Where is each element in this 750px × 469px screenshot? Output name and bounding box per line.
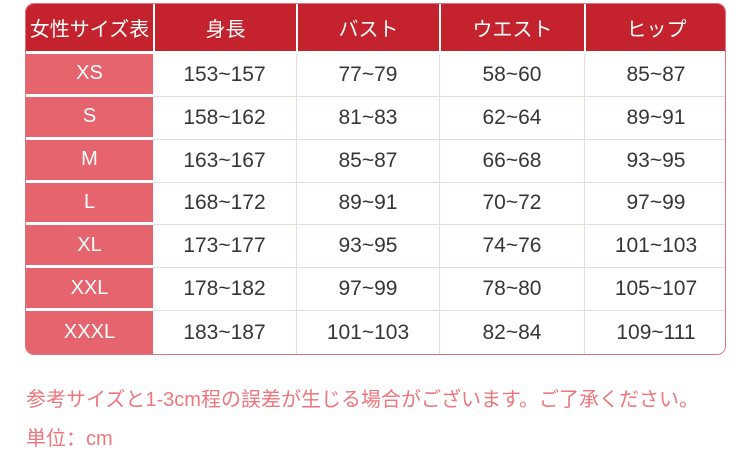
note-tolerance: 参考サイズと1-3cm程の誤差が生じる場合がございます。ご了承ください。 <box>26 389 699 411</box>
data-cell: 178~182 <box>153 268 296 312</box>
data-cell: 89~91 <box>296 182 439 226</box>
data-cell: 85~87 <box>584 54 725 97</box>
size-label-cell-l: L <box>26 182 153 226</box>
data-cell: 77~79 <box>296 54 439 97</box>
data-cell: 93~95 <box>296 225 439 269</box>
data-cell: 153~157 <box>153 54 296 97</box>
data-cell: 74~76 <box>439 225 584 269</box>
data-cell: 168~172 <box>153 182 296 226</box>
data-cell: 183~187 <box>153 311 296 354</box>
data-cell: 62~64 <box>439 96 584 140</box>
data-cell: 105~107 <box>584 268 725 312</box>
size-label-cell-xxxl: XXXL <box>26 311 153 354</box>
data-cell: 66~68 <box>439 139 584 183</box>
data-cell: 97~99 <box>296 268 439 312</box>
data-cell: 109~111 <box>584 311 725 354</box>
header-cell-size-title: 女性サイズ表 <box>26 4 153 54</box>
header-cell-hip: ヒップ <box>584 4 725 54</box>
data-cell: 101~103 <box>296 311 439 354</box>
note-unit: 単位：cm <box>26 428 113 450</box>
size-label-cell-s: S <box>26 96 153 140</box>
women-size-table: 女性サイズ表 身長 バスト ウエスト ヒップ XS 153~157 77~79 … <box>25 3 726 355</box>
size-label-cell-xs: XS <box>26 54 153 97</box>
data-cell: 81~83 <box>296 96 439 140</box>
data-cell: 158~162 <box>153 96 296 140</box>
size-label-cell-m: M <box>26 139 153 183</box>
data-cell: 70~72 <box>439 182 584 226</box>
size-label-cell-xxl: XXL <box>26 268 153 312</box>
header-cell-bust: バスト <box>296 4 439 54</box>
data-cell: 58~60 <box>439 54 584 97</box>
size-label-cell-xl: XL <box>26 225 153 269</box>
data-cell: 97~99 <box>584 182 725 226</box>
data-cell: 82~84 <box>439 311 584 354</box>
data-cell: 85~87 <box>296 139 439 183</box>
data-cell: 163~167 <box>153 139 296 183</box>
data-cell: 93~95 <box>584 139 725 183</box>
data-cell: 78~80 <box>439 268 584 312</box>
data-cell: 173~177 <box>153 225 296 269</box>
data-cell: 89~91 <box>584 96 725 140</box>
header-cell-height: 身長 <box>153 4 296 54</box>
header-cell-waist: ウエスト <box>439 4 584 54</box>
size-notes: 参考サイズと1-3cm程の誤差が生じる場合がございます。ご了承ください。 単位：… <box>26 381 750 459</box>
data-cell: 101~103 <box>584 225 725 269</box>
